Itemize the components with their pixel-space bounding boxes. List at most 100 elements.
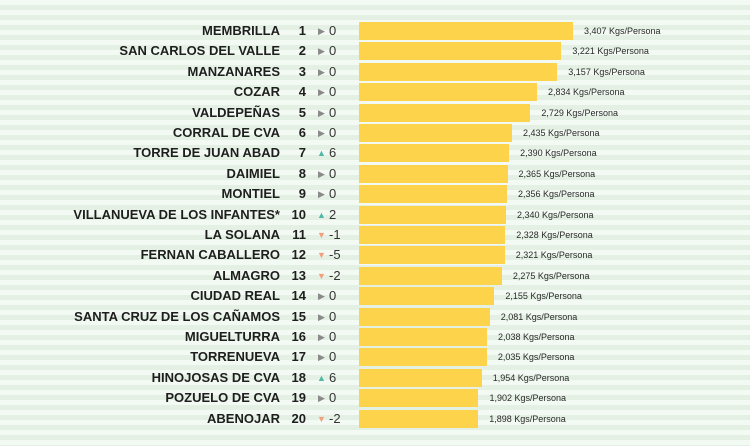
value-bar (359, 307, 490, 326)
rank-change-value: 0 (329, 186, 337, 202)
rank-number: 6 (298, 125, 306, 140)
chart-row: MONTIEL 9 ▶ 0 2,356 Kgs/Persona (0, 184, 750, 204)
value-label: 1,902 Kgs/Persona (489, 393, 567, 404)
trend-flat-icon: ▶ (318, 26, 325, 36)
trend-flat-icon: ▶ (318, 168, 325, 179)
trend-flat-icon: ▶ (318, 128, 325, 138)
rank-change-value: -2 (329, 267, 341, 283)
rank-change-value: 0 (329, 125, 337, 140)
rank-number: 2 (298, 43, 306, 59)
rank-change-value: 0 (329, 308, 337, 324)
value-bar (359, 389, 479, 408)
municipality-label: HINOJOSAS DE CVA (151, 369, 280, 385)
rank-number: 5 (298, 104, 306, 120)
value-label: 2,275 Kgs/Persona (512, 270, 590, 281)
rank-change-value: 6 (329, 369, 337, 385)
value-bar (359, 144, 510, 163)
trend-flat-icon: ▶ (318, 352, 325, 363)
value-label: 2,356 Kgs/Persona (517, 189, 595, 200)
trend-flat-icon: ▶ (318, 46, 325, 57)
rank-change-value: 0 (329, 390, 337, 406)
rank-number: 8 (298, 165, 306, 181)
rank-number: 9 (298, 186, 306, 202)
trend-up-icon: ▲ (317, 372, 326, 383)
chart-row: CORRAL DE CVA 6 ▶ 0 2,435 Kgs/Persona (0, 123, 750, 143)
rank-number: 15 (291, 308, 306, 324)
value-bar (359, 266, 502, 285)
municipality-label: TORRE DE JUAN ABAD (133, 145, 280, 161)
value-bar (359, 22, 573, 40)
value-label: 2,365 Kgs/Persona (518, 168, 596, 179)
municipality-label: ABENOJAR (207, 410, 280, 426)
rank-change-value: 2 (329, 206, 337, 222)
rank-number: 17 (291, 349, 306, 365)
trend-flat-icon: ▶ (318, 66, 325, 77)
municipality-label: COZAR (233, 84, 280, 100)
municipality-label: SAN CARLOS DEL VALLE (119, 43, 280, 59)
value-label: 2,435 Kgs/Persona (522, 128, 600, 138)
chart-row: SANTA CRUZ DE LOS CAÑAMOS 15 ▶ 0 2,081 Kgs/P… (0, 307, 750, 327)
rank-number: 12 (291, 247, 306, 263)
rank-number: 18 (291, 369, 306, 385)
rank-change-value: 0 (329, 43, 337, 59)
rank-number: 14 (291, 288, 306, 304)
chart-row: MANZANARES 3 ▶ 0 3,157 Kgs/Persona (0, 62, 750, 82)
chart-row: ALMAGRO 13 ▼ -2 2,275 Kgs/Persona (0, 266, 750, 286)
trend-down-icon: ▼ (317, 250, 326, 261)
trend-flat-icon: ▶ (318, 393, 325, 404)
value-label: 2,340 Kgs/Persona (516, 209, 594, 220)
value-bar (359, 328, 487, 346)
value-bar (359, 185, 507, 204)
rank-change-value: 0 (329, 84, 337, 100)
value-bar (359, 164, 508, 183)
trend-up-icon: ▲ (317, 209, 326, 220)
chart-row: TORRENUEVA 17 ▶ 0 2,035 Kgs/Persona (0, 347, 750, 367)
value-label: 2,035 Kgs/Persona (497, 352, 575, 363)
rank-change-value: 6 (329, 145, 337, 161)
rank-change-value: 0 (329, 23, 337, 38)
value-bar (359, 83, 537, 102)
value-bar (359, 287, 495, 306)
chart-row: VILLANUEVA DE LOS INFANTES* 10 ▲ 2 2,340 Kgs… (0, 205, 750, 225)
value-label: 3,221 Kgs/Persona (572, 46, 649, 57)
rank-change-value: 0 (329, 63, 337, 79)
chart-row: CIUDAD REAL 14 ▶ 0 2,155 Kgs/Persona (0, 286, 750, 306)
trend-flat-icon: ▶ (318, 332, 325, 342)
trend-flat-icon: ▶ (318, 189, 325, 200)
value-label: 2,038 Kgs/Persona (498, 332, 575, 342)
municipality-label: POZUELO DE CVA (165, 390, 280, 406)
value-label: 3,407 Kgs/Persona (584, 26, 661, 36)
rank-change-value: 0 (329, 329, 337, 344)
municipality-label: MEMBRILLA (202, 23, 280, 38)
value-bar (359, 62, 558, 81)
trend-flat-icon: ▶ (318, 87, 325, 98)
chart-row: MIGUELTURRA 16 ▶ 0 2,038 Kgs/Persona (0, 327, 750, 347)
trend-up-icon: ▲ (317, 148, 326, 159)
municipality-label: CIUDAD REAL (190, 288, 280, 304)
chart-row: LA SOLANA 11 ▼ -1 2,328 Kgs/Persona (0, 225, 750, 245)
municipality-label: SANTA CRUZ DE LOS CAÑAMOS (74, 308, 280, 324)
municipality-label: CORRAL DE CVA (172, 125, 280, 140)
rank-number: 13 (291, 267, 306, 283)
municipality-label: ALMAGRO (212, 267, 280, 283)
trend-flat-icon: ▶ (318, 291, 325, 302)
value-bar (359, 409, 479, 428)
value-bar (359, 246, 505, 265)
chart-row: MEMBRILLA 1 ▶ 0 3,407 Kgs/Persona (0, 21, 750, 41)
chart-row: VALDEPEÑAS 5 ▶ 0 2,729 Kgs/Persona (0, 103, 750, 123)
chart-row: ABENOJAR 20 ▼ -2 1,898 Kgs/Persona (0, 409, 750, 429)
value-bar (359, 368, 482, 387)
rank-change-value: 0 (329, 288, 337, 304)
chart-row: POZUELO DE CVA 19 ▶ 0 1,902 Kgs/Persona (0, 388, 750, 408)
municipality-label: FERNAN CABALLERO (140, 247, 280, 263)
municipality-label: VILLANUEVA DE LOS INFANTES* (73, 206, 280, 222)
value-bar (359, 205, 506, 224)
value-label: 1,898 Kgs/Persona (489, 413, 566, 424)
chart-row: COZAR 4 ▶ 0 2,834 Kgs/Persona (0, 82, 750, 102)
value-label: 2,081 Kgs/Persona (500, 311, 578, 322)
trend-down-icon: ▼ (317, 270, 326, 281)
rank-change-value: 0 (329, 104, 337, 120)
trend-flat-icon: ▶ (318, 107, 325, 118)
value-label: 3,157 Kgs/Persona (568, 66, 645, 77)
